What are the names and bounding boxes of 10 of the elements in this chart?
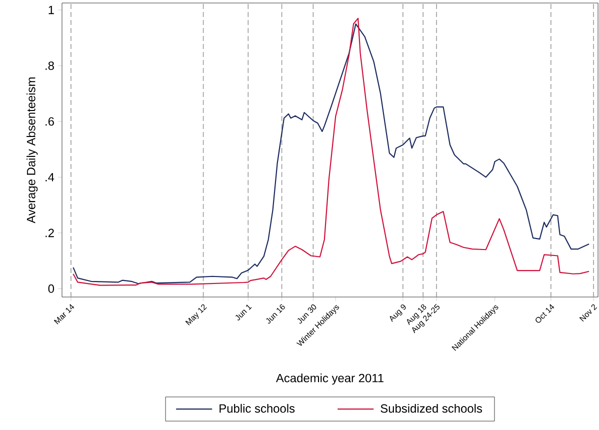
y-tick-label: 0 (48, 284, 54, 293)
y-tick-label: .4 (46, 173, 54, 182)
y-tick-label: .2 (46, 228, 54, 238)
y-tick-label: 1 (48, 6, 54, 14)
x-axis-title: Academic year 2011 (276, 374, 384, 385)
y-tick-label: .6 (46, 117, 54, 126)
legend-label: Public schools (220, 404, 295, 413)
y-tick-label: .8 (46, 61, 54, 70)
legend-label: Subsidized schools (380, 404, 482, 413)
y-axis-title: Average Daily Absenteeism (26, 77, 38, 224)
